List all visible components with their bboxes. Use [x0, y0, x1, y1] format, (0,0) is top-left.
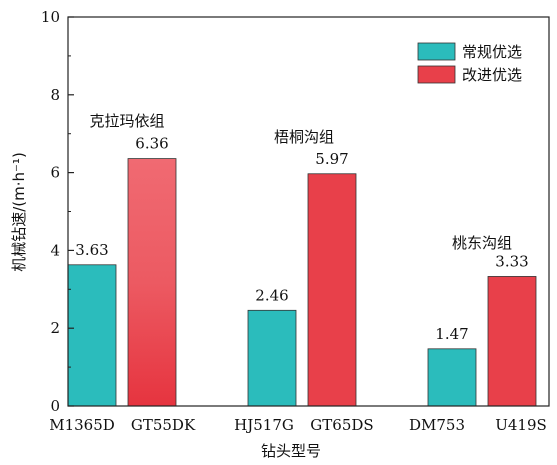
- data-label-gt65ds: 5.97: [315, 150, 348, 168]
- group-label-2: 梧桐沟组: [274, 128, 334, 146]
- bar-gt65ds: [307, 173, 357, 407]
- bar-gt55dk: [127, 158, 177, 407]
- axes: 0 2 4 6 8 10: [41, 8, 550, 415]
- legend-label-1: 常规优选: [462, 43, 522, 61]
- bar-hj517g: [247, 309, 297, 407]
- y-tick-label: 10: [41, 8, 60, 26]
- data-label-hj517g: 2.46: [255, 286, 288, 304]
- y-tick-label: 8: [50, 86, 60, 104]
- chart-labels: 3.63 M1365D 6.36 GT55DK 克拉玛依组 2.46 HJ517G 5.97 G…: [10, 112, 547, 460]
- bar-u419s: [487, 276, 537, 407]
- legend-swatch-2: [417, 65, 456, 84]
- x-tick-label-gt65ds: GT65DS: [310, 416, 373, 434]
- x-tick-label-m1365d: M1365D: [49, 416, 115, 434]
- x-tick-label-gt55dk: GT55DK: [131, 416, 196, 434]
- y-axis-title: 机械钻速/(m·h⁻¹): [10, 152, 28, 272]
- x-tick-label-hj517g: HJ517G: [234, 416, 294, 434]
- x-axis-title: 钻头型号: [261, 442, 321, 460]
- data-label-m1365d: 3.63: [75, 241, 108, 259]
- group-label-3: 桃东沟组: [452, 234, 512, 252]
- x-tick-label-u419s: U419S: [495, 416, 547, 434]
- bar-dm753: [427, 348, 477, 407]
- plot-area: [67, 158, 537, 407]
- y-tick-label: 6: [50, 164, 60, 182]
- y-tick-label: 0: [50, 397, 60, 415]
- legend-swatch-1: [417, 42, 456, 61]
- legend-label-2: 改进优选: [462, 66, 522, 84]
- y-tick-label: 2: [50, 319, 60, 337]
- data-label-gt55dk: 6.36: [135, 135, 168, 153]
- y-tick-label: 4: [50, 241, 60, 259]
- data-label-dm753: 1.47: [435, 325, 468, 343]
- bar-m1365d: [67, 264, 117, 407]
- x-tick-label-dm753: DM753: [409, 416, 465, 434]
- data-label-u419s: 3.33: [495, 252, 528, 270]
- group-label-1: 克拉玛依组: [89, 112, 164, 130]
